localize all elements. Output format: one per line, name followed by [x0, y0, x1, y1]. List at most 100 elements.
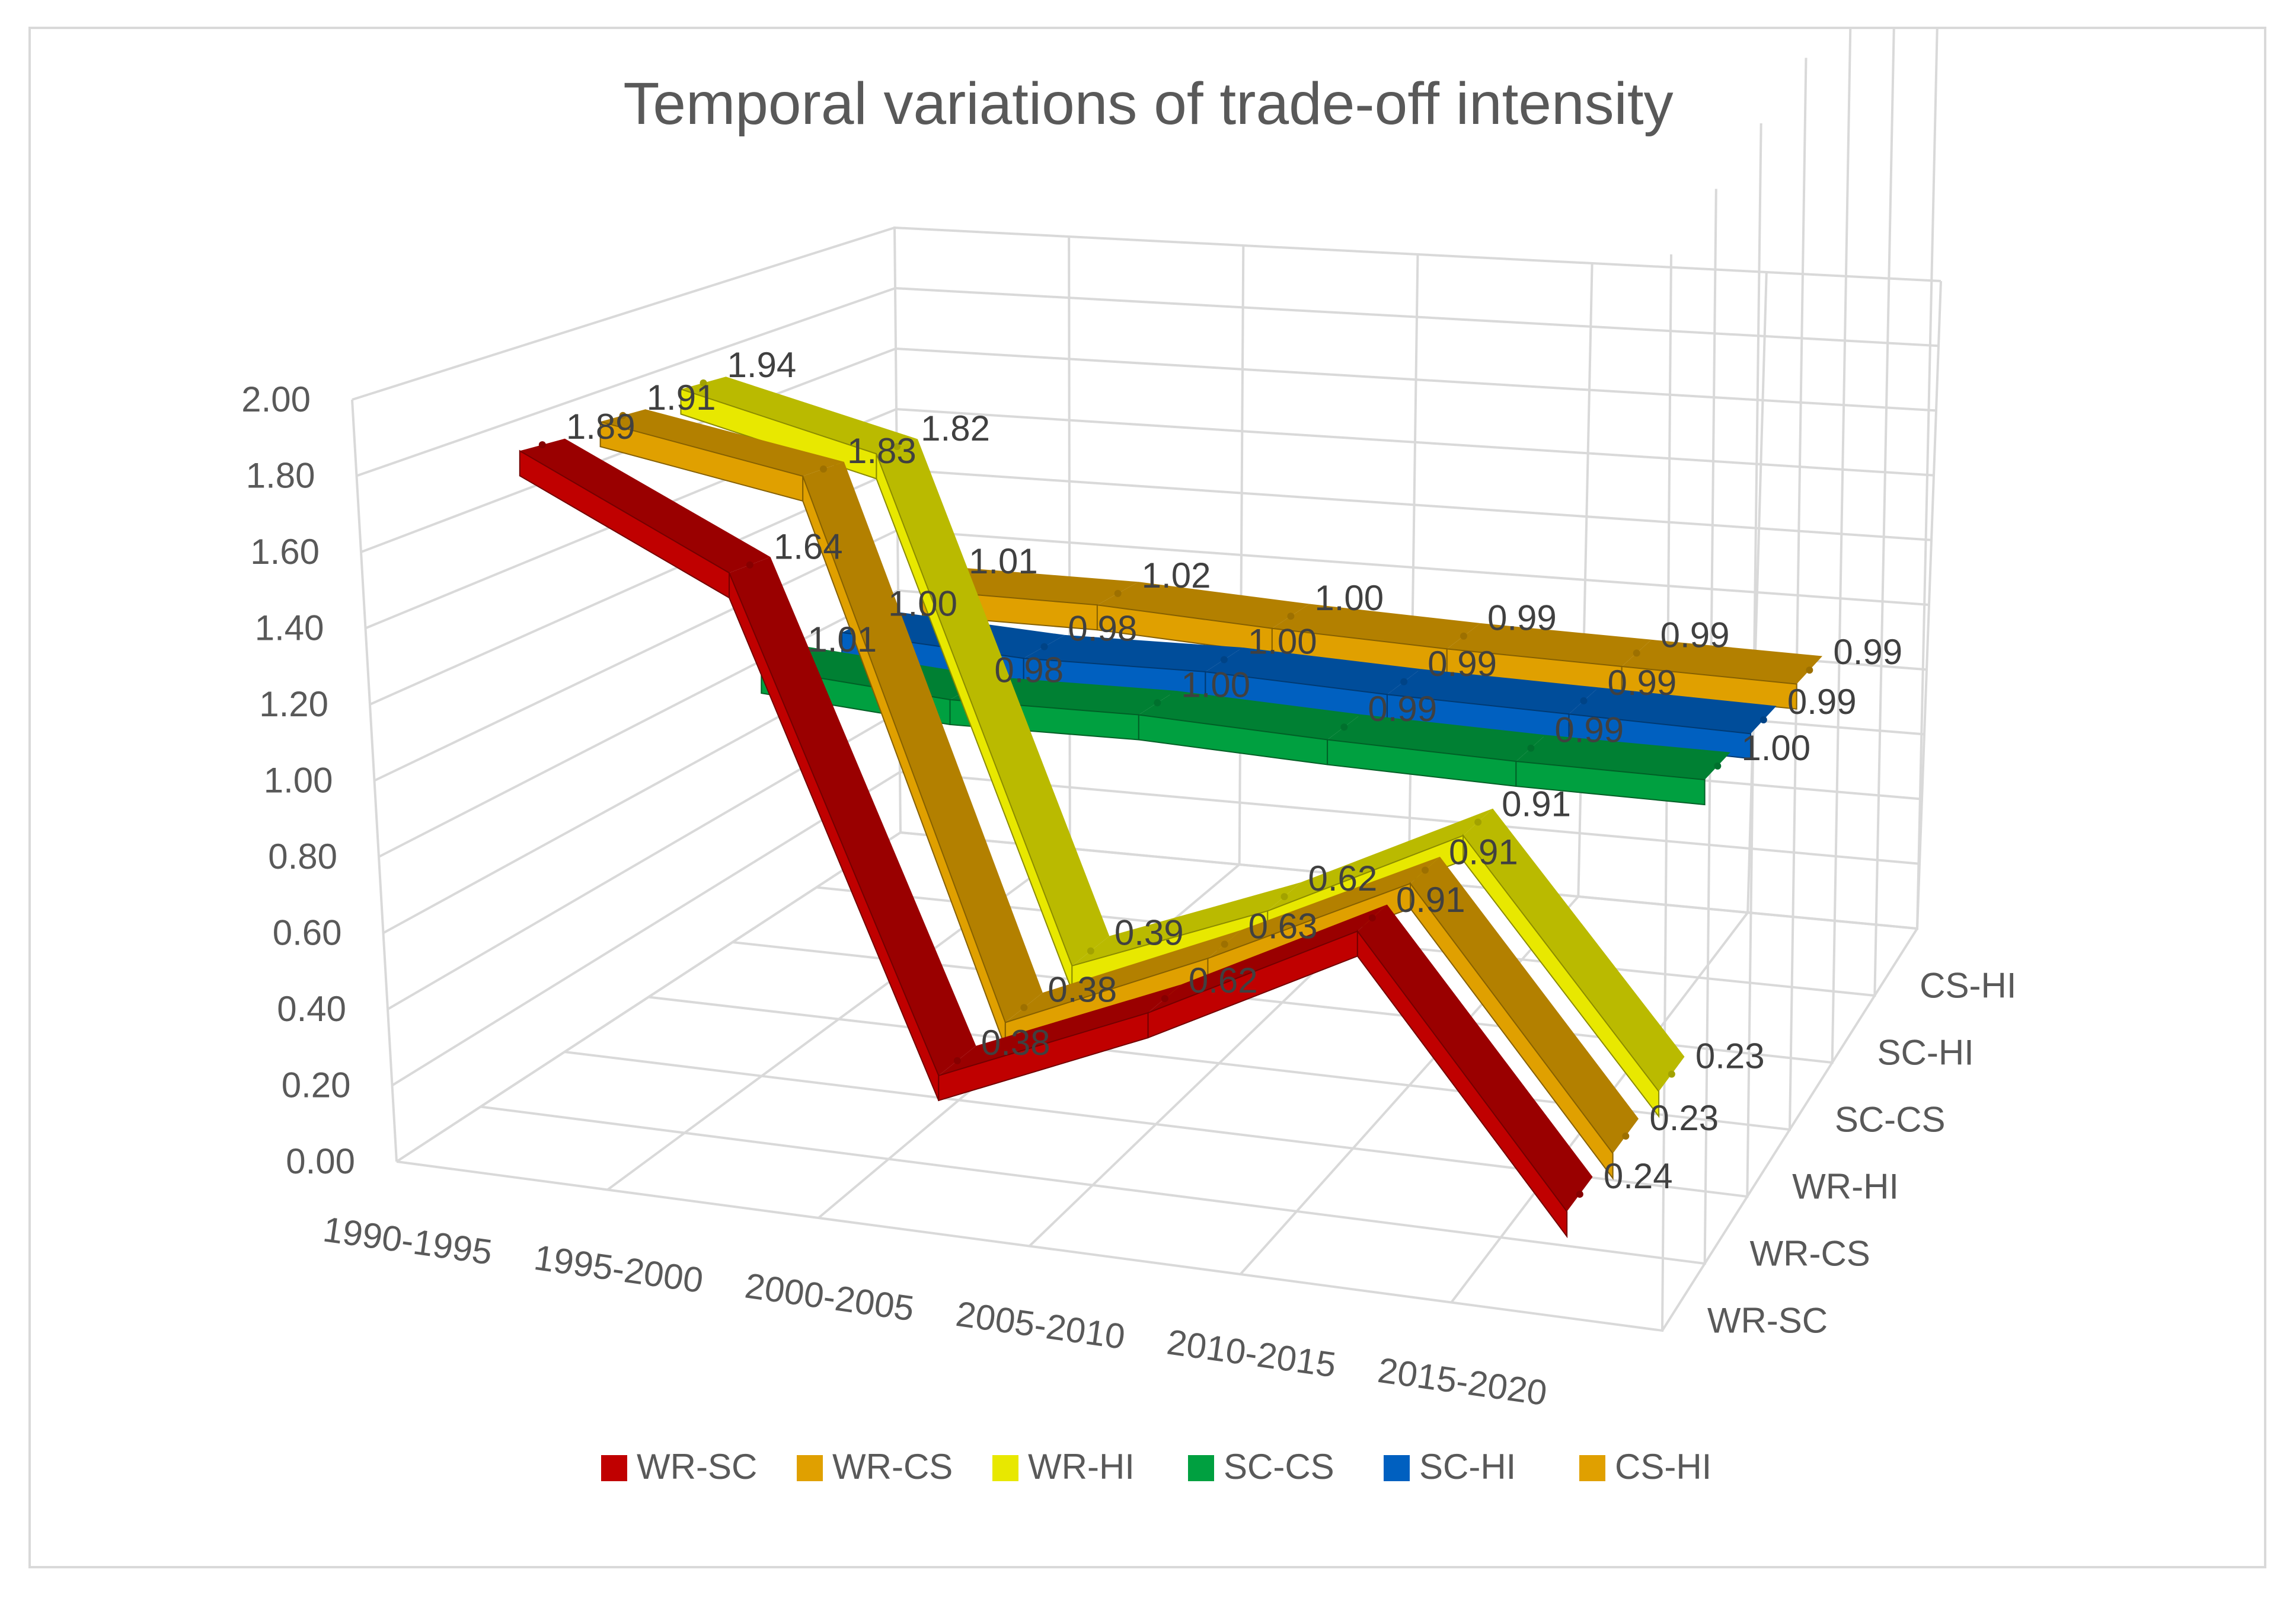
- x-category-label: 2005-2010: [953, 1294, 1127, 1357]
- y-tick-label: 0.20: [282, 1066, 351, 1105]
- data-label: 0.24: [1604, 1156, 1673, 1196]
- ribbon-top-face: [938, 984, 1182, 1076]
- legend-item-wr-hi: WR-HI: [992, 1447, 1135, 1487]
- legend-label: SC-HI: [1419, 1447, 1516, 1487]
- data-label: 0.99: [1787, 682, 1857, 722]
- legend-label: WR-CS: [832, 1447, 953, 1487]
- y-tick-label: 1.80: [246, 456, 315, 496]
- ribbon-top-face: [876, 439, 1110, 966]
- legend-label: WR-HI: [1028, 1447, 1135, 1487]
- depth-label: SC-CS: [1835, 1100, 1946, 1140]
- depth-label: SC-HI: [1877, 1033, 1974, 1073]
- ribbon-top-face: [1005, 930, 1241, 1023]
- data-label: 0.63: [1248, 906, 1318, 946]
- legend-item-sc-cs: SC-CS: [1188, 1447, 1334, 1487]
- y-tick-label: 0.00: [286, 1141, 355, 1181]
- data-label: 1.01: [969, 541, 1038, 581]
- data-label: 1.89: [566, 407, 636, 446]
- ribbon-top-face: [1205, 648, 1421, 695]
- x-axis-category-labels: 1990-1995 1995-2000 2000-2005 2005-2010 2010…: [321, 1209, 1550, 1413]
- series-point: [1154, 699, 1161, 707]
- ribbon-top-face: [1138, 690, 1361, 740]
- ribbon-front-face: [1410, 882, 1614, 1181]
- data-label: 0.99: [1428, 644, 1497, 684]
- series-point: [538, 441, 546, 449]
- ribbon-top-face: [1267, 808, 1493, 911]
- depth-label: WR-HI: [1792, 1167, 1899, 1207]
- series-point: [1114, 589, 1122, 597]
- x-category-label: 1990-1995: [321, 1209, 494, 1272]
- ribbon-top-face: [803, 461, 1043, 1023]
- series-point: [953, 1057, 961, 1064]
- legend-item-wr-sc: WR-SC: [601, 1447, 757, 1487]
- series-point: [1161, 995, 1168, 1003]
- ribbon-front-face: [1356, 929, 1568, 1239]
- data-label: 1.64: [774, 527, 843, 567]
- y-tick-label: 1.00: [264, 761, 333, 800]
- depth-gridline: [900, 29, 1939, 930]
- series-point: [1474, 818, 1482, 826]
- ribbon-top-face: [1516, 735, 1731, 780]
- x-category-label: 2010-2015: [1164, 1322, 1338, 1385]
- legend-swatch: [797, 1455, 823, 1481]
- legend-swatch: [992, 1455, 1018, 1481]
- ribbon-top-face: [1387, 669, 1599, 715]
- data-label: 1.00: [1314, 578, 1384, 618]
- y-tick-label: 0.40: [277, 989, 346, 1029]
- series-wr-cs: [599, 409, 1639, 1181]
- series-point: [820, 465, 827, 473]
- y-gridline: [352, 226, 1941, 401]
- legend-swatch: [1188, 1455, 1214, 1481]
- y-tick-label: 1.40: [255, 608, 324, 648]
- data-label: 1.91: [647, 378, 716, 417]
- legend-label: SC-CS: [1224, 1447, 1334, 1487]
- ribbon-front-face: [1515, 760, 1706, 806]
- series-point: [1580, 697, 1588, 704]
- series-point: [1368, 914, 1376, 922]
- data-labels: 1.01 1.02 1.00 0.99 0.99 0.99 1.00 0.98 1.00 0.99…: [566, 345, 1902, 1196]
- series-sc-hi: [841, 610, 1777, 760]
- data-label: 1.94: [727, 345, 797, 385]
- series-ribbons: [519, 377, 1823, 1239]
- depth-gridline: [564, 123, 1762, 1198]
- ribbon-top-face: [1148, 904, 1387, 1013]
- series-point: [1340, 723, 1348, 731]
- y-tick-label: 2.00: [241, 379, 311, 419]
- ribbon-top-face: [1410, 856, 1639, 1154]
- data-label: 0.91: [1396, 880, 1465, 920]
- series-point: [1460, 632, 1467, 640]
- ribbon-top-face: [1208, 856, 1440, 959]
- ribbon-top-face: [1072, 882, 1301, 966]
- data-label: 1.00: [1248, 622, 1317, 662]
- ribbon-top-face: [729, 557, 976, 1076]
- ribbon-top-face: [519, 438, 771, 573]
- data-label: 0.23: [1695, 1036, 1765, 1076]
- ribbon-top-face: [1569, 687, 1777, 734]
- x-category-label: 2000-2005: [743, 1265, 917, 1328]
- y-axis-tick-labels: 0.00 0.20 0.40 0.60 0.80 1.00 1.20 1.40 1.60 1.80…: [241, 379, 355, 1181]
- data-label: 1.02: [1142, 556, 1211, 595]
- ribbon-top-face: [1446, 623, 1652, 667]
- ribbon-top-face: [922, 568, 1139, 605]
- series-point: [700, 379, 707, 387]
- chart-title: Temporal variations of trade-off intensi…: [623, 71, 1673, 137]
- series-point: [1040, 643, 1048, 650]
- y-tick-label: 0.80: [268, 837, 337, 876]
- data-label: 0.98: [1068, 609, 1138, 649]
- data-label: 0.99: [1608, 663, 1677, 703]
- depth-label: WR-CS: [1750, 1234, 1870, 1274]
- series-point: [1806, 666, 1813, 674]
- legend-label: CS-HI: [1615, 1447, 1711, 1487]
- ribbon-top-face: [1357, 904, 1593, 1212]
- series-point: [1527, 744, 1535, 752]
- legend-label: WR-SC: [637, 1447, 757, 1487]
- legend-swatch: [1384, 1455, 1410, 1481]
- data-label: 0.38: [981, 1023, 1050, 1063]
- data-label: 1.00: [1181, 665, 1250, 704]
- ribbon-top-face: [1023, 634, 1243, 672]
- depth-gridline: [396, 254, 1672, 1332]
- chart-svg: Temporal variations of trade-off intensi…: [241, 29, 2017, 1487]
- chart-frame: Temporal variations of trade-off intensi…: [28, 27, 2266, 1568]
- series-point: [893, 442, 901, 450]
- series-point: [1221, 940, 1228, 948]
